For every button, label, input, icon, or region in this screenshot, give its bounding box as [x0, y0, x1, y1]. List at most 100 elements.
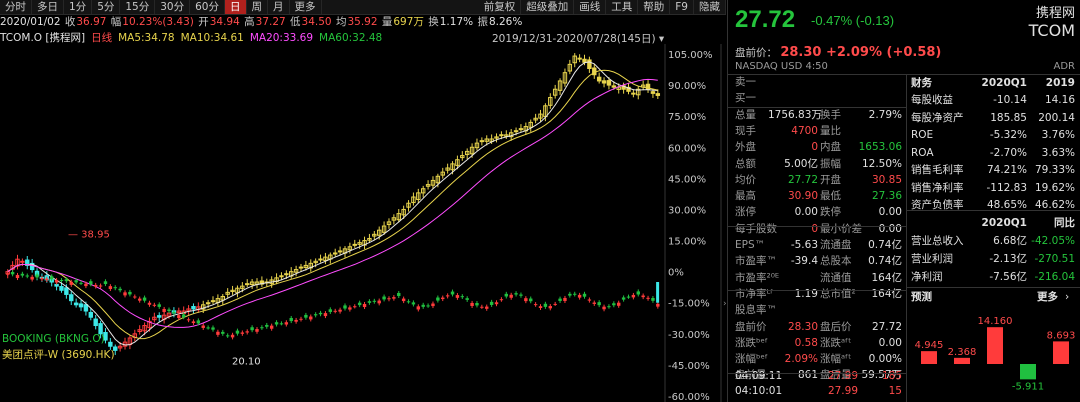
- forecast-more-button[interactable]: 更多: [1037, 291, 1058, 303]
- candle-body: [117, 345, 123, 349]
- tab-period[interactable]: 30分: [155, 0, 191, 14]
- finance-b: 3.63%: [1041, 146, 1075, 159]
- period-toolbar: 分时 多日 1分 5分 15分 30分 60分日周月更多 前复权 超级叠加 画线 工具 帮助 F9 隐藏: [0, 0, 726, 15]
- overlay-candle: [313, 314, 318, 316]
- quote-row: 涨幅ᵇᵉᶠ 2.09% 涨幅ᵃᶠᵗ 0.00%: [728, 352, 906, 366]
- overlay-candle: [250, 327, 254, 331]
- overlay-candle: [372, 300, 377, 302]
- candle-body: [572, 55, 577, 64]
- overlay-candle: [269, 325, 274, 329]
- tool-menu-item[interactable]: F9: [670, 0, 694, 14]
- quote-l2: 涨幅ᵃᶠᵗ: [820, 353, 852, 366]
- quote-row: 盘前量 861 盘后量 59.57万: [728, 368, 906, 382]
- kline-chart[interactable]: 105.00% 90.00% 75.00% 60.00% 45.00% 30.00% 15.…: [0, 44, 726, 402]
- overlay-candle: [656, 303, 660, 307]
- quote-l2: 换手: [820, 108, 841, 121]
- tool-menu-item[interactable]: 隐藏: [694, 0, 726, 14]
- finance-row: 销售净利率 -112.83 19.62%: [907, 181, 1080, 195]
- divider: [728, 290, 906, 291]
- tool-menu-item[interactable]: 超级叠加: [521, 0, 575, 14]
- tick-time: 04:10:01: [735, 385, 783, 397]
- quote-v1: 4700: [791, 124, 818, 137]
- quote-row: 现手 4700 量比: [728, 124, 906, 138]
- overlay-candle: [128, 291, 132, 295]
- quote-l1: 总量: [735, 108, 756, 121]
- candle-body: [249, 281, 255, 286]
- tab-period[interactable]: 更多: [290, 0, 322, 14]
- tab-period[interactable]: 日: [225, 0, 247, 14]
- overlay-candle: [406, 301, 411, 303]
- overlay-candle: [294, 319, 298, 322]
- overlay-candle: [328, 309, 333, 312]
- candle-body: [284, 273, 289, 276]
- overlay-candle: [392, 297, 396, 299]
- overlay-candle: [524, 298, 528, 302]
- forecast-bar: [1020, 364, 1036, 380]
- overlay-candle: [98, 285, 103, 287]
- quote-v1: 1.19: [794, 287, 818, 300]
- tab-period[interactable]: 15分: [120, 0, 156, 14]
- candle-body: [538, 113, 543, 119]
- y-tick-label: 45.00%: [668, 174, 706, 185]
- candle-body: [401, 208, 406, 216]
- overlay-candle: [333, 310, 337, 312]
- candle-body: [376, 229, 382, 236]
- low-marker: 20.10: [232, 357, 261, 368]
- candle-body: [73, 302, 79, 306]
- quote-l2: 盘后价: [820, 320, 852, 333]
- info-high-label: 高: [244, 16, 255, 28]
- quote-row: 总量 1756.83万 换手 2.79%: [728, 108, 906, 122]
- tool-menu-item[interactable]: 前复权: [479, 0, 522, 14]
- finance-l: 资产负债率: [911, 199, 964, 211]
- overlay-candle: [607, 306, 611, 308]
- y-tick-label: 90.00%: [668, 81, 706, 92]
- finance-a: -10.14: [993, 94, 1027, 106]
- quote-v1: 27.72: [787, 173, 818, 186]
- tool-menu-item[interactable]: 帮助: [638, 0, 671, 14]
- candle-body: [347, 246, 353, 251]
- overlay-candle: [568, 293, 572, 296]
- info-volume-label: 量: [381, 16, 393, 28]
- tab-period[interactable]: 60分: [190, 0, 225, 14]
- overlay-candle: [230, 334, 235, 338]
- tab-period[interactable]: 分时: [0, 0, 32, 14]
- chart-symbol[interactable]: TCOM.O [携程网]: [0, 32, 86, 44]
- overlay-candle: [602, 306, 606, 310]
- tool-menu-item[interactable]: 工具: [606, 0, 639, 14]
- overlay-candle: [157, 304, 161, 307]
- tab-period[interactable]: 1分: [64, 0, 93, 14]
- overlay-candle: [186, 319, 191, 321]
- tab-period[interactable]: 5分: [92, 0, 121, 14]
- candle-body: [220, 296, 225, 301]
- tab-period[interactable]: 周: [247, 0, 268, 14]
- quote-v2: 2.79%: [868, 108, 902, 121]
- quote-v2: 1653.06: [858, 141, 902, 154]
- high-marker: — 38.95: [68, 230, 110, 241]
- quote-v1: 5.00亿: [784, 157, 818, 170]
- candle-body: [513, 130, 519, 133]
- candle-body: [293, 269, 299, 273]
- date-range[interactable]: 2019/12/31-2020/07/28(145日) ▾: [492, 31, 664, 46]
- overlay-candle: [401, 298, 406, 302]
- candle-body: [333, 252, 338, 255]
- finance-a: 6.68亿: [993, 235, 1027, 247]
- tool-menu-item[interactable]: 画线: [574, 0, 607, 14]
- candle-body: [587, 59, 592, 70]
- quote-row: 市盈率™ -39.4 总股本 0.74亿: [728, 254, 906, 268]
- chevron-down-icon[interactable]: ▾: [658, 33, 665, 45]
- tab-period[interactable]: 月: [268, 0, 290, 14]
- candle-body: [499, 134, 504, 137]
- candle-body: [464, 150, 470, 156]
- candle-body: [352, 243, 357, 246]
- overlay-candle: [225, 335, 230, 337]
- candle-body: [225, 291, 230, 295]
- overlay-candle: [93, 284, 98, 287]
- tab-period[interactable]: 多日: [32, 0, 64, 14]
- candle-body: [337, 250, 343, 253]
- forecast-bar: [1053, 341, 1069, 364]
- chevron-right-icon[interactable]: ›: [1065, 291, 1070, 303]
- finance-l: 净利润: [911, 271, 943, 283]
- chart-period[interactable]: 日线: [91, 32, 113, 44]
- quote-l1: 涨跌ᵇᵉᶠ: [735, 336, 768, 349]
- divider: [728, 74, 1080, 75]
